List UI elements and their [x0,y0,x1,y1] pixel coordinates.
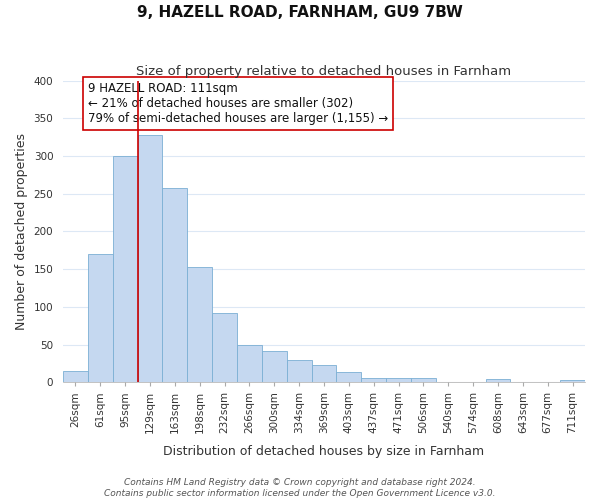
Title: Size of property relative to detached houses in Farnham: Size of property relative to detached ho… [136,65,512,78]
Bar [88,254,113,382]
Bar [113,156,137,382]
Bar [262,350,287,382]
Bar [311,365,337,382]
X-axis label: Distribution of detached houses by size in Farnham: Distribution of detached houses by size … [163,444,485,458]
Bar [212,313,237,382]
Bar [237,344,262,382]
Text: 9 HAZELL ROAD: 111sqm
← 21% of detached houses are smaller (302)
79% of semi-det: 9 HAZELL ROAD: 111sqm ← 21% of detached … [88,82,388,125]
Y-axis label: Number of detached properties: Number of detached properties [15,133,28,330]
Bar [137,135,163,382]
Bar [411,378,436,382]
Bar [287,360,311,382]
Bar [560,380,585,382]
Bar [361,378,386,382]
Bar [63,371,88,382]
Bar [187,267,212,382]
Text: Contains HM Land Registry data © Crown copyright and database right 2024.
Contai: Contains HM Land Registry data © Crown c… [104,478,496,498]
Bar [337,372,361,382]
Bar [386,378,411,382]
Bar [485,379,511,382]
Bar [163,188,187,382]
Text: 9, HAZELL ROAD, FARNHAM, GU9 7BW: 9, HAZELL ROAD, FARNHAM, GU9 7BW [137,5,463,20]
